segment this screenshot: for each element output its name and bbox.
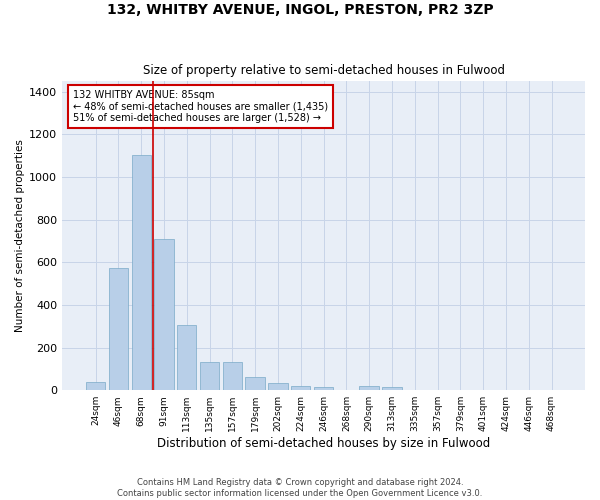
Bar [382, 387, 401, 390]
Bar [268, 382, 287, 390]
Text: 132 WHITBY AVENUE: 85sqm
← 48% of semi-detached houses are smaller (1,435)
51% o: 132 WHITBY AVENUE: 85sqm ← 48% of semi-d… [73, 90, 328, 124]
Bar [154, 239, 173, 390]
Text: Contains HM Land Registry data © Crown copyright and database right 2024.
Contai: Contains HM Land Registry data © Crown c… [118, 478, 482, 498]
Bar [223, 362, 242, 390]
Bar [245, 378, 265, 390]
Y-axis label: Number of semi-detached properties: Number of semi-detached properties [15, 139, 25, 332]
Title: Size of property relative to semi-detached houses in Fulwood: Size of property relative to semi-detach… [143, 64, 505, 77]
Text: 132, WHITBY AVENUE, INGOL, PRESTON, PR2 3ZP: 132, WHITBY AVENUE, INGOL, PRESTON, PR2 … [107, 2, 493, 16]
Bar [200, 362, 219, 390]
Bar [359, 386, 379, 390]
Bar [291, 386, 310, 390]
Bar [109, 268, 128, 390]
Bar [314, 387, 333, 390]
Bar [86, 382, 105, 390]
Bar [177, 325, 196, 390]
Bar [131, 154, 151, 390]
X-axis label: Distribution of semi-detached houses by size in Fulwood: Distribution of semi-detached houses by … [157, 437, 490, 450]
